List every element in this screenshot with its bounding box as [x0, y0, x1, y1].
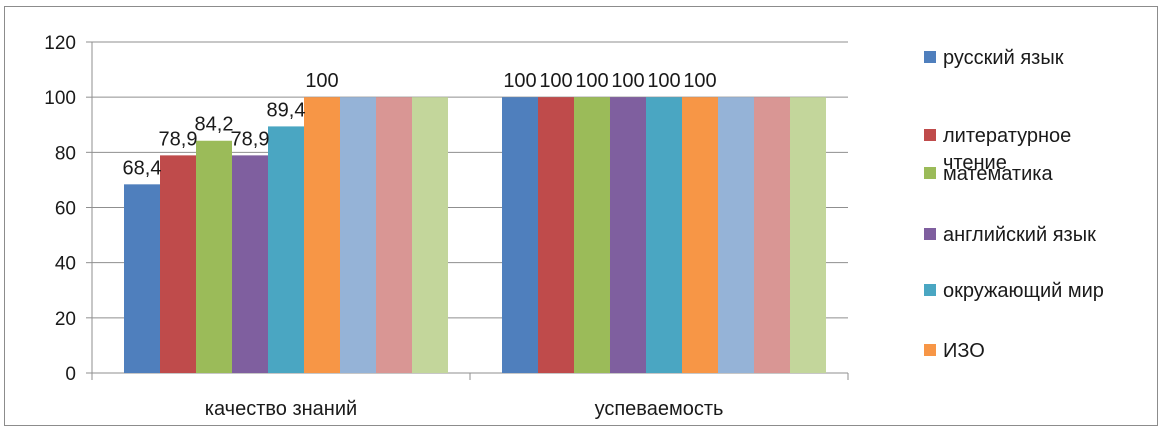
data-label: 100 [575, 70, 608, 92]
bar [538, 97, 574, 374]
data-label: 100 [503, 70, 536, 92]
legend-label: русский язык [943, 47, 1064, 69]
bar [502, 97, 538, 374]
legend-label: окружающий мир [943, 280, 1104, 302]
bar [376, 97, 412, 374]
legend-swatch [924, 284, 936, 296]
data-label: 84,2 [195, 114, 234, 136]
legend-swatch [924, 344, 936, 356]
bar [268, 126, 304, 373]
bar [196, 140, 232, 373]
data-label: 78,9 [159, 128, 198, 150]
y-tick-label: 0 [65, 364, 76, 385]
y-tick-label: 40 [55, 254, 76, 275]
x-category-label: успеваемость [595, 398, 724, 420]
data-label: 68,4 [123, 157, 162, 179]
data-label: 100 [305, 70, 338, 92]
data-label: 100 [539, 70, 572, 92]
data-label: 89,4 [267, 99, 306, 121]
legend-label: математика [943, 163, 1053, 185]
legend-swatch [924, 228, 936, 240]
chart-frame: 0 20 40 60 80 100 120 68,4 78,9 84,2 78,9 89,4 100 10… [4, 6, 1158, 426]
bar [754, 97, 790, 374]
legend-label: литературное [943, 125, 1071, 147]
y-tick-label: 60 [55, 199, 76, 220]
data-label: 100 [611, 70, 644, 92]
bar [340, 97, 376, 374]
x-category-label: качество знаний [205, 398, 357, 420]
bar [646, 97, 682, 374]
data-label: 78,9 [231, 128, 270, 150]
legend-label: ИЗО [943, 340, 985, 362]
bar [412, 97, 448, 374]
y-tick-label: 100 [44, 88, 76, 109]
legend-swatch [924, 51, 936, 63]
bar [790, 97, 826, 374]
y-tick-label: 20 [55, 309, 76, 330]
legend-label: английский язык [943, 224, 1096, 246]
bar [124, 184, 160, 373]
bar [232, 155, 268, 373]
bar [610, 97, 646, 374]
data-label: 100 [683, 70, 716, 92]
legend-label: чтение [943, 152, 1007, 174]
bar [304, 97, 340, 374]
bar [574, 97, 610, 374]
y-tick-label: 120 [44, 33, 76, 54]
legend-swatch [924, 129, 936, 141]
data-label: 100 [647, 70, 680, 92]
bar [160, 155, 196, 373]
bar [682, 97, 718, 374]
bar [718, 97, 754, 374]
legend-swatch [924, 167, 936, 179]
y-tick-label: 80 [55, 143, 76, 164]
